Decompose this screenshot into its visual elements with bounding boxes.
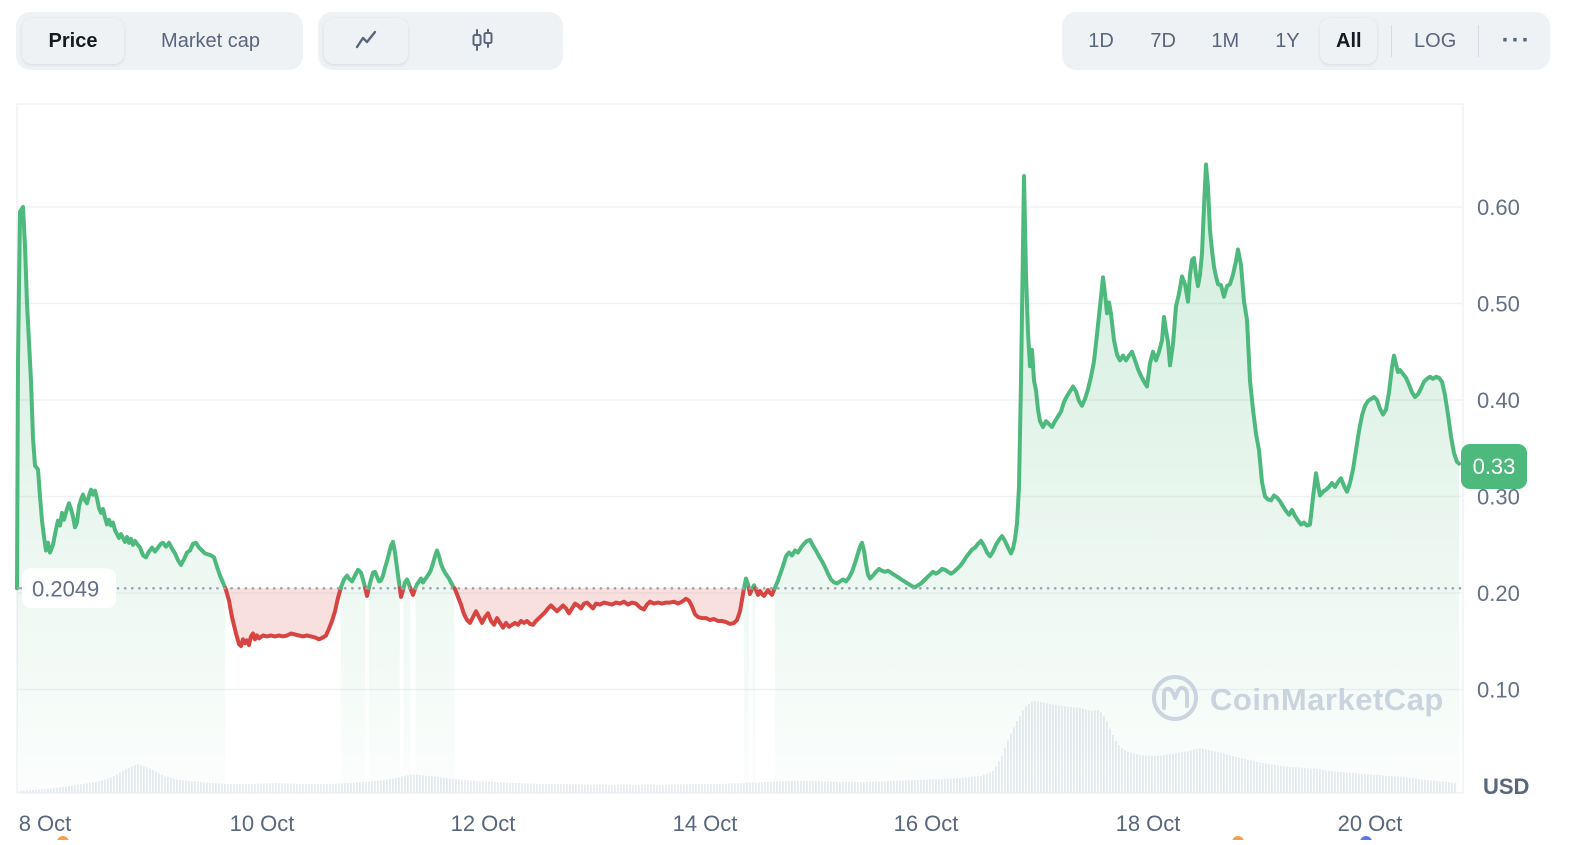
x-axis-labels: 8 Oct 10 Oct 12 Oct 14 Oct 16 Oct 18 Oct 20 Oc… xyxy=(19,811,1403,836)
time-range-selector: 1D 7D 1M 1Y All LOG ··· xyxy=(1062,12,1550,70)
svg-text:0.20: 0.20 xyxy=(1477,581,1520,606)
price-marketcap-toggle: Price Market cap xyxy=(16,12,303,70)
baseline: 0.2049 xyxy=(17,568,1465,609)
toolbar-divider xyxy=(1478,25,1480,57)
svg-text:14 Oct: 14 Oct xyxy=(673,811,738,836)
svg-text:16 Oct: 16 Oct xyxy=(894,811,959,836)
more-options-icon[interactable]: ··· xyxy=(1491,26,1542,56)
toolbar-divider xyxy=(1391,25,1393,57)
svg-text:10 Oct: 10 Oct xyxy=(230,811,295,836)
chart-toolbar: Price Market cap xyxy=(0,0,1572,84)
range-all-button[interactable]: All xyxy=(1320,18,1377,64)
price-area-fills xyxy=(17,164,1459,793)
svg-text:12 Oct: 12 Oct xyxy=(451,811,516,836)
line-chart-type-button[interactable] xyxy=(324,18,408,64)
log-scale-button[interactable]: LOG xyxy=(1404,30,1466,53)
line-chart-icon xyxy=(354,30,378,53)
range-7d-button[interactable]: 7D xyxy=(1132,30,1194,53)
svg-text:18 Oct: 18 Oct xyxy=(1116,811,1181,836)
svg-text:0.40: 0.40 xyxy=(1477,388,1520,413)
current-price-badge: 0.33 xyxy=(1461,444,1527,489)
svg-text:0.33: 0.33 xyxy=(1473,454,1516,479)
candlestick-icon xyxy=(472,28,494,54)
price-line xyxy=(15,162,1461,649)
svg-text:20 Oct: 20 Oct xyxy=(1338,811,1403,836)
tab-price[interactable]: Price xyxy=(22,18,124,64)
tab-market-cap[interactable]: Market cap xyxy=(124,29,297,54)
chart-type-toggle xyxy=(318,12,563,70)
currency-label: USD xyxy=(1483,774,1529,799)
svg-text:0.50: 0.50 xyxy=(1477,292,1520,317)
svg-text:0.10: 0.10 xyxy=(1477,678,1520,703)
event-markers[interactable] xyxy=(57,836,1372,845)
baseline-value-label: 0.2049 xyxy=(32,576,99,601)
range-1d-button[interactable]: 1D xyxy=(1070,30,1132,53)
range-1y-button[interactable]: 1Y xyxy=(1256,30,1318,53)
range-1m-button[interactable]: 1M xyxy=(1194,30,1256,53)
svg-text:8 Oct: 8 Oct xyxy=(19,811,72,836)
candlestick-chart-type-button[interactable] xyxy=(466,23,500,60)
baseline-label-pill xyxy=(22,568,116,609)
svg-text:0.60: 0.60 xyxy=(1477,195,1520,220)
